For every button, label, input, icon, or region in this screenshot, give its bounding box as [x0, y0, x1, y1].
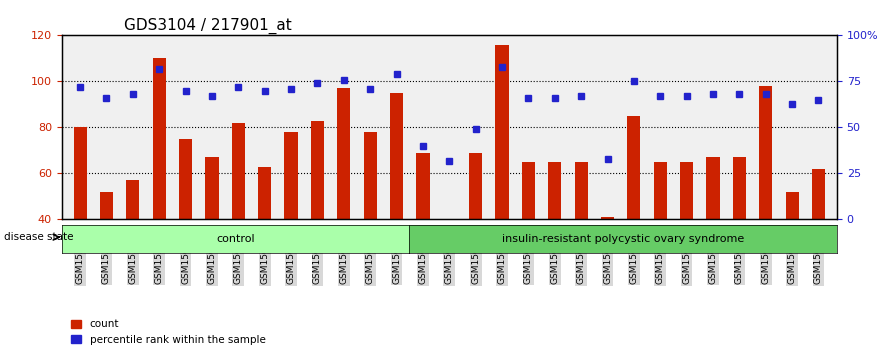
Bar	[495, 45, 508, 219]
Bar	[258, 166, 271, 219]
Text: disease state: disease state	[4, 232, 74, 242]
Bar	[812, 169, 825, 219]
Bar	[680, 162, 693, 219]
Bar	[786, 192, 799, 219]
Bar	[733, 157, 746, 219]
Text: control: control	[216, 234, 255, 244]
Legend: count, percentile rank within the sample: count, percentile rank within the sample	[67, 315, 270, 349]
Bar	[759, 86, 773, 219]
Bar	[232, 123, 245, 219]
Bar	[205, 157, 218, 219]
Bar	[179, 139, 192, 219]
Text: GDS3104 / 217901_at: GDS3104 / 217901_at	[123, 18, 292, 34]
Bar	[390, 93, 403, 219]
Bar	[522, 162, 535, 219]
Bar	[654, 162, 667, 219]
Bar	[548, 162, 561, 219]
Bar	[469, 153, 482, 219]
Bar	[574, 162, 588, 219]
Bar	[707, 157, 720, 219]
Bar	[337, 88, 351, 219]
Bar	[285, 132, 298, 219]
Bar	[443, 219, 455, 263]
Bar	[601, 217, 614, 219]
Bar	[311, 120, 324, 219]
Text: insulin-resistant polycystic ovary syndrome: insulin-resistant polycystic ovary syndr…	[502, 234, 744, 244]
Bar	[417, 153, 430, 219]
Bar	[100, 192, 113, 219]
Bar	[627, 116, 640, 219]
Bar	[73, 127, 86, 219]
Bar	[126, 181, 139, 219]
Bar	[152, 58, 166, 219]
Bar	[364, 132, 377, 219]
